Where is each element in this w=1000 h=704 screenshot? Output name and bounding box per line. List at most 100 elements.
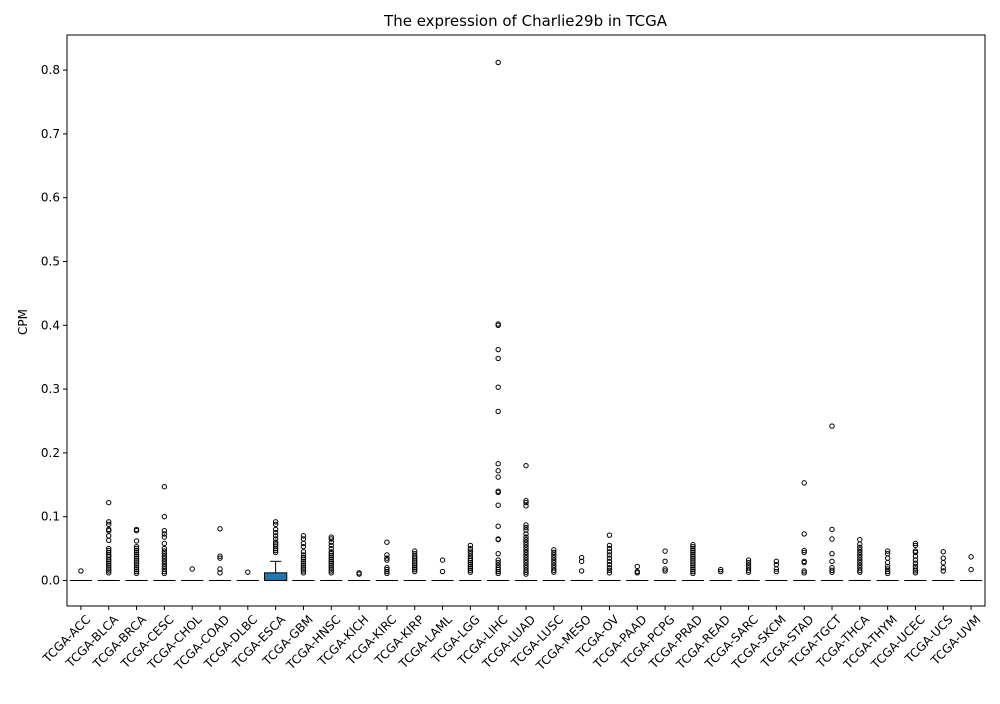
outlier-point	[912, 566, 919, 572]
outlier-point	[829, 550, 835, 557]
outlier-point	[106, 499, 112, 506]
outlier-point	[300, 560, 307, 566]
outlier-point	[217, 526, 223, 532]
outlier-point	[857, 549, 863, 556]
outlier-point	[161, 550, 168, 557]
outlier-point	[300, 549, 307, 555]
outlier-point	[106, 545, 112, 552]
outlier-point	[523, 499, 529, 506]
outlier-point	[106, 570, 112, 576]
outlier-point	[690, 570, 696, 577]
outlier-point	[912, 570, 919, 576]
outlier-point	[495, 461, 501, 467]
outlier-point	[606, 558, 613, 565]
outlier-point	[662, 558, 668, 565]
outlier-point	[801, 531, 807, 537]
outlier-point	[940, 555, 946, 561]
outlier-point	[690, 551, 696, 558]
outlier-point	[161, 548, 168, 554]
outlier-point	[551, 547, 557, 553]
outlier-point	[384, 552, 390, 558]
outlier-point	[857, 547, 863, 553]
outlier-point	[300, 554, 307, 561]
outlier-point	[523, 531, 529, 537]
outlier-point	[133, 563, 140, 569]
outlier-point	[884, 570, 891, 577]
outlier-point	[523, 539, 529, 545]
outlier-point	[300, 566, 307, 572]
outlier-point	[78, 568, 84, 574]
outlier-point	[634, 570, 640, 576]
outlier-point	[495, 346, 501, 353]
outlier-point	[328, 558, 334, 565]
outlier-point	[412, 559, 418, 565]
outlier-point	[412, 566, 418, 573]
outlier-point	[745, 559, 752, 566]
outlier-point	[857, 544, 863, 551]
outlier-point	[133, 528, 140, 534]
outlier-point	[467, 569, 474, 575]
outlier-point	[217, 570, 223, 576]
outlier-point	[467, 559, 474, 566]
y-tick-label: 0.1	[41, 510, 60, 524]
outlier-point	[829, 526, 835, 533]
outlier-point	[495, 536, 501, 543]
outlier-point	[161, 531, 168, 537]
outlier-point	[801, 568, 807, 574]
outlier-point	[690, 568, 696, 575]
outlier-point	[161, 558, 168, 565]
outlier-point	[133, 549, 140, 556]
outlier-point	[523, 559, 529, 566]
outlier-point	[495, 322, 501, 328]
outlier-point	[745, 562, 752, 568]
y-tick-label: 0.7	[41, 127, 60, 141]
outlier-point	[523, 554, 529, 561]
outlier-point	[745, 567, 752, 573]
outlier-point	[523, 552, 529, 558]
outlier-point	[328, 549, 334, 555]
outlier-point	[467, 561, 474, 568]
outlier-point	[912, 553, 919, 559]
outlier-point	[551, 549, 557, 556]
y-tick-label: 0.3	[41, 382, 60, 396]
outlier-point	[467, 556, 474, 562]
outlier-point	[161, 570, 168, 577]
outlier-point	[272, 547, 279, 554]
outlier-point	[328, 556, 334, 563]
outlier-point	[161, 513, 168, 520]
outlier-point	[106, 568, 112, 574]
outlier-point	[829, 536, 835, 542]
outlier-point	[690, 555, 696, 561]
outlier-point	[217, 555, 223, 561]
outlier-point	[523, 527, 529, 533]
outlier-point	[857, 569, 863, 575]
outlier-point	[523, 544, 529, 551]
outlier-point	[328, 552, 334, 559]
outlier-point	[161, 563, 168, 570]
outlier-point	[578, 554, 585, 561]
outlier-point	[857, 552, 863, 558]
outlier-point	[690, 553, 696, 559]
outlier-point	[551, 562, 557, 568]
outlier-point	[884, 563, 891, 570]
outlier-point	[272, 529, 279, 536]
outlier-point	[384, 555, 390, 561]
outlier-point	[801, 559, 807, 566]
outlier-point	[328, 539, 334, 545]
outlier-point	[384, 568, 390, 575]
outlier-point	[551, 567, 557, 573]
outlier-point	[217, 553, 223, 559]
outlier-point	[606, 570, 613, 576]
outlier-point	[300, 564, 307, 570]
outlier-point	[300, 540, 307, 547]
plot-area: 0.00.10.20.30.40.50.60.70.8TCGA-ACCTCGA-…	[39, 34, 986, 674]
outlier-point	[384, 565, 390, 571]
outlier-point	[161, 568, 168, 575]
outlier-point	[300, 562, 307, 568]
outlier-point	[412, 565, 418, 571]
outlier-point	[801, 547, 807, 554]
outlier-point	[133, 551, 140, 558]
outlier-point	[384, 566, 390, 573]
plot-frame	[66, 34, 986, 607]
